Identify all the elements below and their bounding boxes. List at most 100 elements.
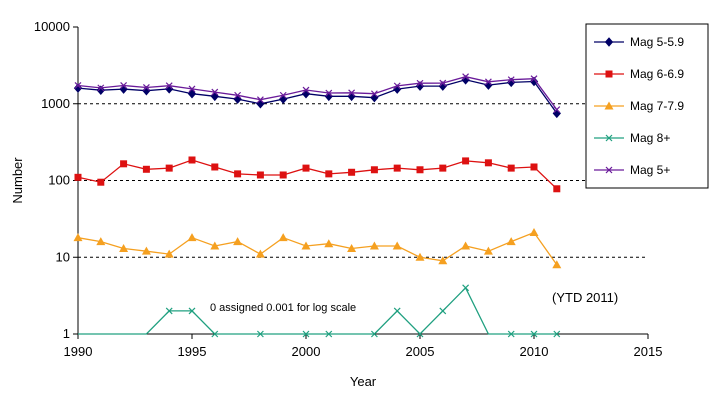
series-line-mag-5 (77, 76, 558, 110)
point-mag-7-7-9-2002 (347, 244, 357, 253)
point-mag-5-2006 (439, 79, 447, 87)
point-mag-6-6-9-1992 (120, 160, 128, 168)
point-mag-7-7-9-1990 (73, 233, 83, 242)
point-mag-8-2003-b (370, 330, 378, 338)
point-mag-8-2006-b (439, 307, 447, 315)
point-mag-8-2000-b (302, 330, 310, 338)
point-mag-6-6-9-2000 (302, 164, 310, 172)
point-mag-6-6-9-1995 (188, 156, 196, 164)
x-axis-ticks: 1990 1995 2000 2005 2010 2015 (64, 334, 662, 359)
point-mag-6-6-9-2005 (416, 166, 424, 174)
point-mag-7-7-9-1994 (164, 249, 174, 258)
point-mag-5-2002 (348, 89, 356, 97)
legend-label-mag-7-7-9: Mag 7-7.9 (630, 99, 684, 113)
ytd-annotation: (YTD 2011) (552, 290, 618, 305)
point-mag-7-7-9-1997 (233, 237, 243, 246)
legend-marker-mag-5-5-9 (604, 37, 614, 47)
point-mag-5-2005 (416, 79, 424, 87)
series-mag-5 (74, 73, 561, 113)
legend-label-mag-6-6-9: Mag 6-6.9 (630, 67, 684, 81)
point-mag-5-2000 (302, 86, 310, 94)
point-mag-7-7-9-2005 (415, 252, 425, 261)
point-mag-8-2011 (553, 330, 561, 338)
point-mag-5-1998-b (256, 96, 264, 104)
legend-marker-mag-5-b (605, 166, 613, 174)
legend-item-mag-6-6-9: Mag 6-6.9 (594, 67, 684, 81)
point-mag-7-7-9-1998 (255, 249, 265, 258)
point-mag-8-2007-b (462, 284, 470, 292)
point-mag-5-1996 (211, 88, 219, 96)
point-mag-5-1994 (165, 82, 173, 90)
point-mag-6-6-9-1999 (279, 171, 287, 179)
series-line-mag-7-7-9 (77, 231, 558, 266)
point-mag-6-6-9-1991 (97, 178, 105, 186)
point-mag-6-6-9-2011 (553, 185, 561, 193)
point-mag-5-2010 (530, 75, 538, 83)
legend-marker-mag-5 (605, 166, 613, 174)
point-mag-8-2009 (507, 330, 515, 338)
point-mag-5-1990-b (74, 82, 82, 89)
point-mag-7-7-9-1999 (278, 233, 288, 242)
point-mag-8-2001 (325, 330, 333, 338)
series-mag-7-7-9 (73, 228, 562, 269)
legend-item-mag-5: Mag 5+ (594, 163, 670, 177)
point-mag-8-2005-b (416, 330, 424, 338)
y-tick-label-100: 100 (48, 173, 70, 188)
point-mag-5-1992 (120, 82, 128, 89)
point-mag-6-6-9-2006 (439, 164, 447, 172)
point-mag-5-5-9-1995 (187, 88, 197, 99)
point-mag-6-6-9-2010 (530, 163, 538, 171)
point-mag-6-6-9-1998 (256, 171, 264, 179)
point-mag-8-2010-b (530, 330, 538, 338)
point-mag-7-7-9-1996 (210, 241, 220, 250)
y-tick-label-1000: 1000 (41, 96, 70, 111)
point-mag-6-6-9-1993 (142, 165, 150, 173)
series-line-mag-6-6-9 (77, 159, 558, 190)
point-mag-5-2003-b (370, 90, 378, 98)
point-mag-5-2003 (370, 90, 378, 98)
point-mag-6-6-9-2002 (348, 168, 356, 176)
point-mag-8-1995-b (188, 307, 196, 315)
point-mag-5-2006-b (439, 79, 447, 87)
legend-item-mag-5-5-9: Mag 5-5.9 (594, 35, 684, 49)
point-mag-8-2009-b (507, 330, 515, 338)
point-mag-7-7-9-2000 (301, 241, 311, 250)
y-tick-label-1: 1 (63, 326, 70, 341)
point-mag-7-7-9-1991 (96, 237, 106, 246)
point-mag-5-1993 (142, 84, 150, 91)
legend-marker-mag-7-7-9 (604, 101, 614, 110)
point-mag-8-1998 (256, 330, 264, 338)
legend-label-mag-5-5-9: Mag 5-5.9 (630, 35, 684, 49)
point-mag-5-2004 (393, 82, 401, 90)
point-mag-5-2009-b (507, 76, 515, 84)
point-mag-7-7-9-2009 (506, 237, 516, 246)
point-mag-5-1995-b (188, 85, 196, 93)
point-mag-7-7-9-2011 (552, 260, 562, 269)
legend-label-mag-8: Mag 8+ (630, 131, 670, 145)
point-mag-8-1995 (188, 307, 196, 315)
point-mag-7-7-9-2001 (324, 239, 334, 248)
point-mag-7-7-9-1992 (119, 244, 129, 253)
point-mag-5-2007-b (462, 73, 470, 81)
point-mag-8-2007 (462, 284, 470, 292)
point-mag-5-1993-b (142, 84, 150, 91)
x-tick-label-2000: 2000 (292, 344, 321, 359)
legend-marker-mag-8 (605, 134, 613, 142)
x-axis-title: Year (350, 374, 377, 389)
legend-marker-mag-6-6-9 (605, 70, 613, 78)
point-mag-5-1999-b (279, 91, 287, 99)
point-mag-5-1991 (97, 84, 105, 92)
point-mag-5-2009 (507, 76, 515, 84)
point-mag-7-7-9-2007 (461, 241, 471, 250)
point-mag-5-2004-b (393, 82, 401, 90)
point-mag-5-2011-b (553, 106, 561, 113)
legend-marker-mag-8-b (605, 134, 613, 142)
point-mag-5-2007 (462, 73, 470, 81)
point-mag-6-6-9-1994 (165, 164, 173, 172)
series-mag-8 (78, 284, 561, 338)
point-mag-5-1996-b (211, 88, 219, 96)
point-mag-8-2004 (393, 307, 401, 315)
point-mag-5-1992-b (120, 82, 128, 89)
point-mag-5-1994-b (165, 82, 173, 90)
point-mag-7-7-9-2010 (529, 228, 539, 237)
